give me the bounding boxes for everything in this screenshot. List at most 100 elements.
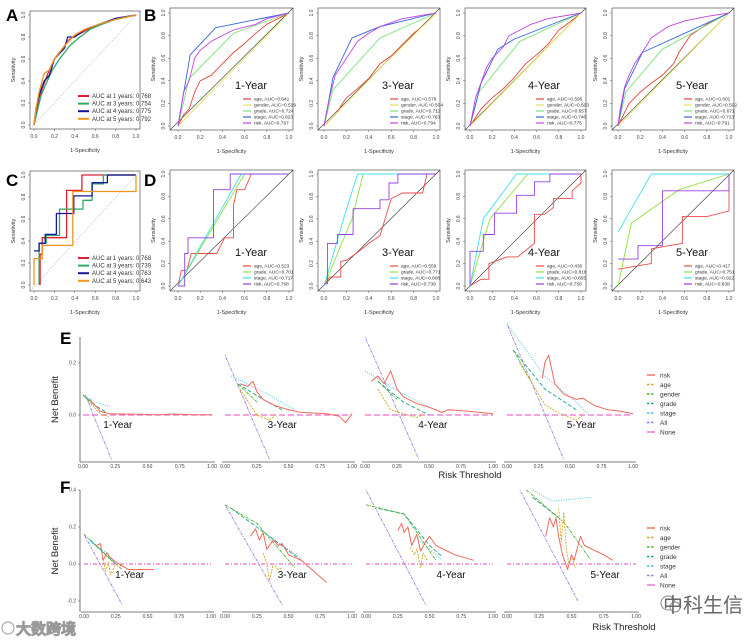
dca-curve-age <box>262 552 283 582</box>
roc-curve-auc-at-5-years-0-643 <box>33 175 137 285</box>
dca-curve-gender <box>82 394 93 405</box>
legend-label: stage <box>660 410 676 417</box>
y-axis-label: Sensitivity <box>446 56 452 81</box>
x-tick-label: 0.50 <box>284 464 294 470</box>
x-tick-label: 1.0 <box>578 135 585 141</box>
x-tick-label: 1.0 <box>286 296 293 302</box>
y-tick-label: 0.6 <box>21 55 27 62</box>
year-title: 1-Year <box>115 570 145 581</box>
x-tick-label: 0.6 <box>388 135 395 141</box>
x-tick-label: 0.25 <box>252 464 262 470</box>
x-axis-label: 1-Specificity <box>658 310 688 316</box>
x-tick-label: 1.00 <box>628 464 638 470</box>
x-tick-label: 0.0 <box>615 296 622 302</box>
x-axis-label: Risk Threshold <box>438 470 501 481</box>
dca-curve-all <box>506 323 565 460</box>
x-tick-label: 0.4 <box>71 296 78 302</box>
dca-curve-risk <box>96 543 154 570</box>
x-tick-label: 0.2 <box>197 135 204 141</box>
y-tick-label: 0.6 <box>161 215 167 222</box>
y-tick-label: 0.0 <box>69 562 76 568</box>
y-tick-label: 0.4 <box>603 77 609 84</box>
x-tick-label: 0.25 <box>252 614 262 620</box>
y-tick-label: 0.8 <box>456 32 462 39</box>
legend-label: age, AUC=0.430 <box>547 264 583 270</box>
x-tick-label: 0.50 <box>567 614 577 620</box>
roc-curve-auc-at-1-years-0-768 <box>39 174 136 285</box>
x-tick-label: 0.8 <box>703 296 710 302</box>
x-tick-label: 0.25 <box>111 614 121 620</box>
x-tick-label: 0.6 <box>241 296 248 302</box>
y-tick-label: 0.2 <box>161 100 167 107</box>
panel-letter: F <box>60 478 70 497</box>
roc-curve-auc-at-5-years-0-792 <box>33 14 137 126</box>
dca-curve-all <box>224 355 270 460</box>
x-tick-label: 0.4 <box>71 134 78 140</box>
y-tick-label: 0.0 <box>161 122 167 129</box>
x-axis-label: 1-Specificity <box>70 310 100 316</box>
roc-curve-risk <box>617 12 730 127</box>
roc-curve-age <box>177 12 290 127</box>
x-tick-label: 0.00 <box>220 614 230 620</box>
y-axis-label: Sensitivity <box>593 218 599 243</box>
x-tick-label: 0.8 <box>263 296 270 302</box>
plot-frame <box>29 170 141 292</box>
y-tick-label: 0.4 <box>161 238 167 245</box>
roc-curve-risk <box>469 173 581 286</box>
x-tick-label: 0.6 <box>92 134 99 140</box>
legend-label: risk, AUC=0.768 <box>254 282 289 288</box>
panel-letter: A <box>6 6 18 25</box>
legend-label: age <box>660 382 671 389</box>
panel-letter: B <box>144 6 156 25</box>
roc-panel-d1: 0.0 0.0 0.2 0.2 0.4 0.4 0.6 0.6 0.8 0.8 1.0 1.0 1-Sp… <box>151 169 294 316</box>
x-axis-label: 1-Specificity <box>70 148 100 154</box>
y-axis-label: Sensitivity <box>11 57 17 82</box>
legend-label: stage, AUC=0.723 <box>695 115 734 121</box>
legend-label: age, AUC=0.641 <box>254 97 290 103</box>
legend-label: AUC at 3 years: 0.739 <box>92 264 152 270</box>
year-title: 5-Year <box>590 570 620 581</box>
y-tick-label: 0.2 <box>456 260 462 267</box>
y-axis-label: Sensitivity <box>11 218 17 243</box>
y-tick-label: 0.2 <box>603 100 609 107</box>
dca-curve-risk <box>545 517 614 570</box>
legend-label: risk, AUC=0.767 <box>254 121 289 127</box>
dca-curve-risk <box>371 370 494 415</box>
y-axis-label: Sensitivity <box>299 56 305 81</box>
dca-curve-gender <box>512 349 533 385</box>
legend-label: grade, AUC=0.771 <box>401 270 441 276</box>
dca-panel-f: 0.4 0.2 0.0 -0.2 Net Benefit Risk Threshold 0.… <box>50 488 681 634</box>
x-tick-label: 0.8 <box>410 135 417 141</box>
x-tick-label: 0.25 <box>392 464 402 470</box>
y-tick-label: 0.6 <box>21 215 27 222</box>
roc-curve-stage <box>617 173 729 233</box>
reference-diagonal <box>317 169 441 292</box>
x-tick-label: 0.8 <box>703 135 710 141</box>
x-tick-label: 0.8 <box>263 135 270 141</box>
dca-curve-grade <box>512 349 577 411</box>
x-tick-label: 0.8 <box>555 135 562 141</box>
x-tick-label: 1.00 <box>631 614 641 620</box>
dca-curve-risk <box>397 522 475 561</box>
x-tick-label: 1.00 <box>488 464 498 470</box>
year-title: 5-Year <box>676 247 708 259</box>
y-tick-label: 0.4 <box>456 77 462 84</box>
roc-curve-stage <box>469 12 582 127</box>
y-tick-label: 0.4 <box>456 238 462 245</box>
x-tick-label: 0.0 <box>321 296 328 302</box>
dca-curve-gender <box>224 504 296 568</box>
y-tick-label: -0.2 <box>67 599 76 605</box>
x-tick-label: 0.8 <box>410 296 417 302</box>
dca-curve-stage <box>416 537 443 561</box>
y-tick-label: 0.4 <box>309 238 315 245</box>
plot-frame <box>464 169 587 292</box>
x-tick-label: 0.4 <box>219 135 226 141</box>
y-tick-label: 0.0 <box>69 413 76 419</box>
x-tick-label: 0.0 <box>467 135 474 141</box>
y-tick-label: 0.8 <box>456 193 462 200</box>
x-tick-label: 0.50 <box>284 614 294 620</box>
legend-label: gender, AUC=0.502 <box>695 103 737 109</box>
dca-curve-age <box>102 558 123 576</box>
plot-frame <box>169 169 294 292</box>
x-tick-label: 1.0 <box>578 296 585 302</box>
